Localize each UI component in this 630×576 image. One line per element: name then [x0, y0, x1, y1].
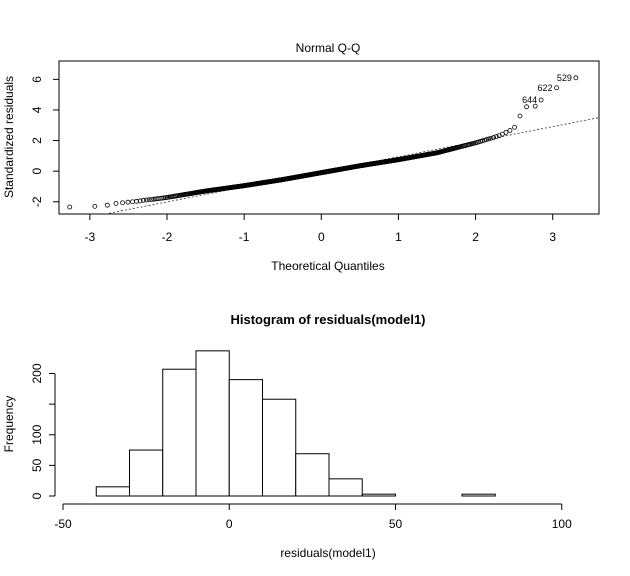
histogram-bar	[262, 398, 297, 497]
histogram-bar	[461, 493, 496, 497]
histogram-x-tick-label: 100	[552, 517, 572, 531]
qq-point	[532, 103, 538, 109]
histogram-y-tick-label: 0	[30, 492, 44, 499]
qq-y-tick-label: 6	[30, 76, 44, 83]
qq-point	[143, 197, 149, 203]
qq-outlier-point	[538, 97, 544, 103]
histogram-bars	[95, 350, 496, 497]
qq-point	[486, 136, 492, 142]
histogram-bar	[361, 493, 396, 497]
qq-point	[507, 127, 513, 133]
qq-point	[482, 137, 487, 143]
histogram-x-axis: -50 0 50 100	[54, 503, 572, 531]
histogram-bar	[95, 486, 130, 497]
histogram-bar	[295, 453, 330, 497]
qq-point	[140, 197, 146, 203]
qq-plot-frame	[58, 60, 600, 215]
histogram-bar	[129, 449, 164, 497]
histogram-y-tick-label: 200	[30, 363, 44, 383]
histogram-x-tick-label: -50	[54, 517, 72, 531]
qq-point	[149, 197, 154, 202]
qq-y-axis: -2 0 2 4 6	[30, 76, 59, 207]
qq-point	[488, 135, 494, 141]
histogram-y-tick-label: 50	[30, 458, 44, 472]
qq-outlier-label: 644	[522, 95, 537, 105]
histogram-title: Histogram of residuals(model1)	[230, 312, 425, 327]
qq-x-axis: -3 -2 -1 0 1 2 3	[85, 214, 556, 244]
qq-point	[503, 129, 509, 135]
qq-x-tick-label: 2	[472, 230, 479, 244]
qq-x-axis-label: Theoretical Quantiles	[271, 259, 384, 273]
qq-point	[120, 200, 125, 206]
qq-point	[491, 135, 496, 140]
qq-x-tick-label: -1	[239, 230, 250, 244]
qq-y-tick-label: 4	[30, 106, 44, 113]
qq-outlier-point	[573, 75, 579, 81]
qq-outlier-label: 529	[557, 73, 572, 83]
histogram-bar	[195, 350, 230, 497]
qq-point	[484, 137, 489, 143]
qq-point	[163, 195, 168, 201]
qq-y-tick-label: -2	[30, 196, 44, 207]
histogram-panel: Histogram of residuals(model1) -50 0 50 100…	[2, 312, 572, 560]
qq-point	[92, 203, 98, 209]
qq-point	[159, 195, 165, 201]
qq-x-tick-label: 3	[549, 230, 556, 244]
histogram-y-axis-label: Frequency	[2, 396, 16, 453]
qq-point	[130, 199, 135, 205]
histogram-bar	[162, 368, 197, 497]
qq-x-tick-label: -2	[162, 230, 173, 244]
qq-point	[134, 198, 140, 204]
qq-point	[161, 195, 167, 201]
qq-point	[512, 124, 517, 130]
histogram-x-axis-label: residuals(model1)	[280, 546, 375, 560]
qq-point	[125, 199, 131, 205]
qq-point	[146, 197, 152, 203]
qq-plot-title: Normal Q-Q	[296, 41, 361, 55]
qq-point	[137, 198, 143, 204]
qq-outlier-label: 622	[538, 83, 553, 93]
qq-x-tick-label: 0	[318, 230, 325, 244]
qq-y-tick-label: 2	[30, 137, 44, 144]
qq-y-axis-label: Standardized residuals	[2, 76, 16, 198]
qq-point	[67, 204, 73, 210]
histogram-bar	[328, 478, 363, 497]
histogram-x-tick-label: 0	[226, 517, 233, 531]
histogram-x-tick-label: 50	[389, 517, 403, 531]
qq-x-tick-label: -3	[85, 230, 96, 244]
qq-outlier-point	[554, 85, 559, 91]
qq-y-tick-label: 0	[30, 168, 44, 175]
histogram-y-tick-label: 100	[30, 424, 44, 444]
qq-point	[493, 134, 499, 140]
histogram-bar	[228, 379, 263, 497]
qq-point	[524, 104, 530, 110]
qq-point	[113, 201, 119, 206]
histogram-y-axis: 0 50 100 200	[30, 363, 56, 499]
qq-points	[67, 75, 579, 210]
qq-x-tick-label: 1	[395, 230, 402, 244]
qq-point	[104, 202, 110, 208]
qq-point	[517, 113, 523, 119]
